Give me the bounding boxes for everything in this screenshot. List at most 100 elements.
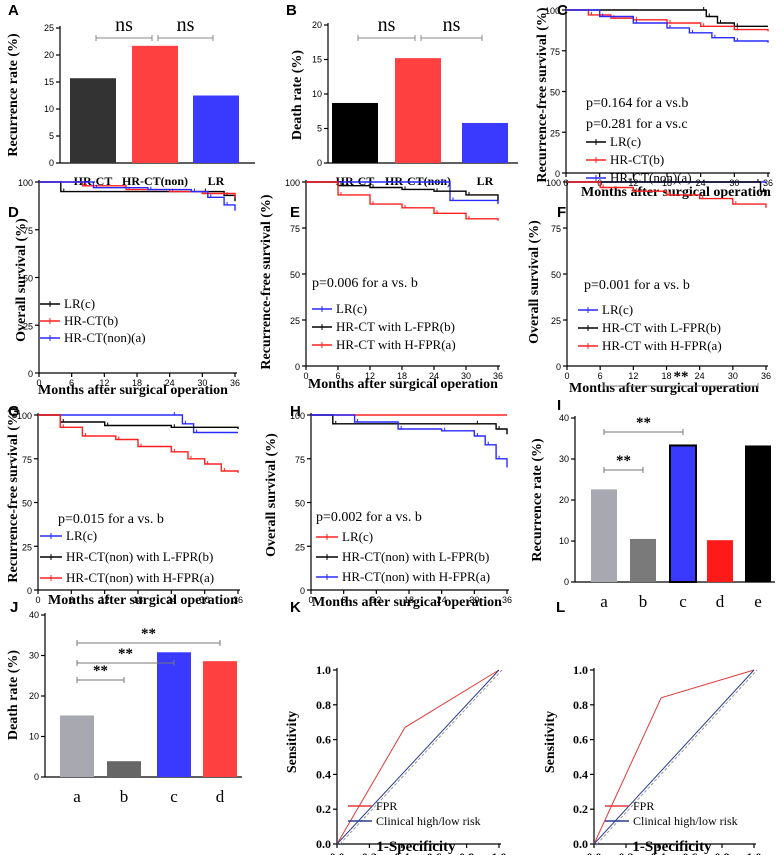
y-tick-label: 25 [290, 316, 300, 326]
y-tick-label: 75 [22, 455, 32, 465]
bar [60, 715, 94, 777]
x-axis-label: 1-Specificity [632, 839, 712, 855]
x-tick-label: 0.6 [683, 850, 698, 855]
x-tick-label: 0 [36, 378, 41, 388]
y-tick-label: 20 [44, 50, 54, 60]
y-tick-label: 50 [551, 270, 561, 280]
y-tick-label: 15 [312, 55, 322, 65]
legend-label: LR(c) [610, 134, 641, 149]
p-value-annotation: p=0.006 for a vs. b [312, 276, 418, 291]
y-axis-label: Recurrence rate (%) [530, 438, 545, 562]
series-line [566, 9, 768, 27]
y-tick-label: 20 [29, 691, 39, 701]
x-tick-label: 0.8 [459, 850, 474, 855]
y-axis-label: Overall survival (%) [14, 218, 29, 342]
y-tick-label: 75 [295, 455, 305, 465]
category-label: a [73, 787, 81, 806]
y-tick-label: 0 [28, 369, 33, 379]
legend-label: LR(c) [64, 296, 95, 311]
y-tick-label: 10 [559, 536, 569, 546]
panel-label: E [290, 204, 300, 221]
panel-label: D [8, 204, 19, 221]
y-tick-label: 100 [290, 411, 305, 421]
x-tick-label: 6 [335, 371, 340, 381]
y-tick-label: 0.6 [573, 733, 588, 747]
significance-label: ns [177, 14, 195, 36]
category-label: d [216, 787, 225, 806]
y-tick-label: 20 [559, 495, 569, 505]
y-tick-label: 25 [550, 128, 560, 138]
bar [630, 538, 656, 582]
x-tick-label: 36 [761, 371, 771, 381]
significance-label: ns [115, 14, 133, 36]
panel-k: K 0.0 0.2 0.4 0.6 0.8 1.0 0.0 0.2 0.4 0.6 0.8 1.0 FPR… [285, 599, 507, 855]
x-axis-label: 1-Specificity [376, 839, 456, 855]
significance-label: ** [141, 626, 156, 642]
y-tick-label: 0.0 [316, 837, 331, 851]
x-tick-label: 30 [728, 371, 738, 381]
x-tick-label: 30 [200, 595, 210, 605]
y-tick-label: 0.2 [573, 802, 588, 816]
p-value-annotation: p=0.002 for a vs. b [316, 510, 422, 525]
y-tick-label: 10 [312, 89, 322, 99]
bar [462, 122, 508, 163]
y-axis-label: Death rate (%) [290, 50, 305, 141]
y-tick-label: 0 [564, 577, 569, 587]
significance-label: ** [674, 369, 689, 385]
y-tick-label: 0.0 [573, 837, 588, 851]
x-tick-label: 1.0 [747, 850, 762, 855]
x-tick-label: 6 [598, 371, 603, 381]
category-label: c [679, 592, 687, 611]
bar [332, 102, 378, 163]
series-line [566, 9, 769, 43]
y-tick-label: 100 [545, 6, 560, 16]
bar [132, 45, 178, 163]
legend-label: Clinical high/low risk [633, 814, 738, 828]
category-label: HR-CT [74, 174, 113, 188]
y-axis-label: Recurrence-free survival (%) [535, 7, 550, 183]
x-tick-label: 24 [695, 371, 705, 381]
y-tick-label: 75 [23, 226, 33, 236]
panel-g: G 0 25 50 75 100 0 6 12 18 24 30 36 p=0.015 for a vs.… [6, 403, 243, 608]
x-tick-label: 12 [100, 595, 110, 605]
category-label: b [639, 592, 648, 611]
y-tick-label: 0.6 [316, 733, 331, 747]
x-tick-label: 0 [308, 595, 313, 605]
panel-i: I 0 10 20 30 40 a b c d e ** ** ** Recurrence rate (%) [530, 369, 775, 611]
y-tick-label: 0 [49, 158, 54, 168]
x-tick-label: 24 [166, 595, 176, 605]
panel-e: E 0 25 50 75 100 0 6 12 18 24 30 36 p=0.006 for a vs.… [259, 178, 503, 392]
y-tick-label: 0 [556, 362, 561, 372]
legend-label: LR(c) [602, 302, 633, 317]
y-axis-label: Sensitivity [543, 711, 558, 773]
bar [107, 761, 141, 777]
x-tick-label: 0.0 [330, 850, 345, 855]
y-tick-label: 30 [29, 651, 39, 661]
x-axis-label: Months after surgical operation [581, 185, 771, 200]
panel-d: D 0 25 50 75 100 0 6 12 18 24 30 36 LR(c) HR-CT(b) HR-C… [8, 178, 240, 398]
bar [669, 444, 697, 583]
x-tick-label: 0.6 [427, 850, 442, 855]
x-tick-label: 6 [69, 595, 74, 605]
panel-label: L [556, 599, 565, 616]
bar [745, 445, 771, 582]
series-line [39, 181, 236, 211]
series-line [567, 181, 767, 208]
y-tick-label: 10 [29, 732, 39, 742]
panel-label: I [557, 397, 561, 414]
y-tick-label: 25 [295, 542, 305, 552]
y-tick-label: 20 [312, 20, 322, 30]
y-tick-label: 100 [18, 178, 33, 188]
x-tick-label: 30 [729, 178, 739, 188]
category-label: HR-CT(non) [385, 174, 451, 188]
x-axis-label: Months after surgical operation [308, 377, 498, 392]
series-line [306, 181, 499, 221]
p-value-annotation: p=0.164 for a vs.b [586, 96, 688, 111]
legend-label: LR(c) [336, 301, 367, 316]
y-axis-label: Overall survival (%) [527, 220, 542, 344]
x-tick-label: 12 [628, 371, 638, 381]
bar [591, 489, 617, 582]
x-tick-label: 18 [661, 371, 671, 381]
